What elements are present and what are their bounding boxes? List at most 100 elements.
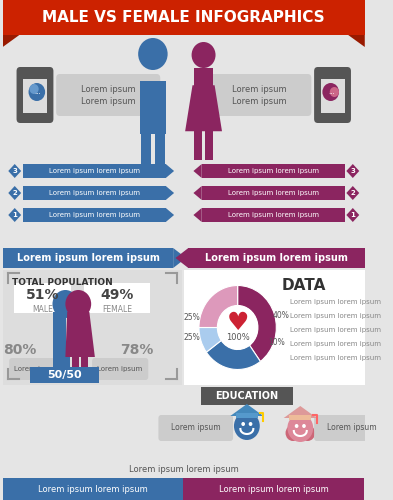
FancyBboxPatch shape (207, 74, 311, 116)
Text: 2: 2 (12, 190, 17, 196)
Bar (195, 68, 213, 88)
Circle shape (330, 87, 339, 97)
Bar (155, 132, 165, 165)
Circle shape (322, 83, 339, 101)
Text: Lorem ipsum lorem ipsum: Lorem ipsum lorem ipsum (290, 299, 381, 305)
Polygon shape (166, 186, 174, 200)
Text: Lorem ipsum lorem ipsum: Lorem ipsum lorem ipsum (228, 190, 319, 196)
Text: 3: 3 (351, 168, 355, 174)
Text: TOTAL POPULATION: TOTAL POPULATION (12, 278, 113, 287)
Text: Lorem ipsum: Lorem ipsum (327, 424, 376, 432)
Text: Lorem ipsum lorem ipsum: Lorem ipsum lorem ipsum (219, 484, 329, 494)
Text: 1: 1 (12, 212, 17, 218)
Bar (23, 186, 166, 200)
Text: Lorem ipsum lorem ipsum: Lorem ipsum lorem ipsum (228, 168, 319, 174)
Text: ...: ... (34, 89, 41, 95)
Text: 50/50: 50/50 (47, 370, 82, 380)
Bar (202, 208, 345, 222)
Text: Lorem ipsum lorem ipsum: Lorem ipsum lorem ipsum (290, 355, 381, 361)
Polygon shape (193, 208, 202, 222)
Text: Lorem ipsum: Lorem ipsum (232, 86, 286, 94)
Polygon shape (348, 35, 365, 47)
Text: Lorem ipsum lorem ipsum: Lorem ipsum lorem ipsum (228, 212, 319, 218)
Polygon shape (166, 208, 174, 222)
FancyBboxPatch shape (314, 67, 351, 123)
Wedge shape (206, 340, 261, 370)
Text: 78%: 78% (119, 343, 153, 357)
Text: 2: 2 (351, 190, 355, 196)
Polygon shape (346, 164, 359, 178)
Text: Lorem ipsum lorem ipsum: Lorem ipsum lorem ipsum (49, 168, 140, 174)
Polygon shape (193, 164, 202, 178)
Polygon shape (346, 208, 359, 222)
Circle shape (300, 425, 315, 441)
Circle shape (234, 412, 260, 440)
Text: Lorem ipsum: Lorem ipsum (81, 98, 136, 106)
Text: Lorem ipsum: Lorem ipsum (97, 366, 142, 372)
Polygon shape (8, 186, 21, 200)
Bar (183, 478, 364, 500)
Circle shape (295, 424, 298, 428)
Text: 49%: 49% (100, 288, 134, 302)
Polygon shape (8, 164, 21, 178)
Wedge shape (238, 286, 276, 362)
Circle shape (217, 306, 258, 350)
Text: FEMALE: FEMALE (102, 306, 132, 314)
Text: 100%: 100% (226, 333, 250, 342)
Text: Lorem ipsum lorem ipsum: Lorem ipsum lorem ipsum (49, 190, 140, 196)
Text: DATA: DATA (282, 278, 326, 293)
FancyBboxPatch shape (56, 74, 160, 116)
Text: 80%: 80% (3, 343, 36, 357)
Circle shape (53, 290, 78, 318)
Polygon shape (175, 248, 188, 268)
Circle shape (241, 422, 245, 426)
Bar (321, 79, 345, 113)
Bar (3, 385, 365, 478)
Text: Lorem ipsum lorem ipsum: Lorem ipsum lorem ipsum (205, 253, 348, 263)
Wedge shape (199, 286, 238, 328)
Bar (3, 270, 182, 385)
Polygon shape (3, 35, 19, 47)
Bar (202, 164, 345, 178)
Polygon shape (65, 312, 95, 357)
Polygon shape (173, 248, 186, 268)
Bar (53, 355, 64, 377)
Bar (23, 79, 47, 113)
Bar (202, 186, 345, 200)
Circle shape (29, 83, 45, 101)
Text: Lorem ipsum lorem ipsum: Lorem ipsum lorem ipsum (17, 253, 160, 263)
Polygon shape (166, 164, 174, 178)
Text: ♥: ♥ (226, 310, 249, 334)
Bar (195, 130, 202, 160)
Text: 25%: 25% (183, 313, 200, 322)
Bar (3, 0, 365, 35)
Circle shape (138, 38, 168, 70)
Circle shape (249, 422, 252, 426)
Text: Lorem ipsum lorem ipsum: Lorem ipsum lorem ipsum (38, 484, 148, 494)
FancyBboxPatch shape (92, 358, 148, 380)
Bar (23, 164, 166, 178)
Bar (140, 81, 166, 134)
Polygon shape (230, 404, 263, 416)
Text: 40%: 40% (272, 311, 289, 320)
Text: Lorem ipsum lorem ipsum: Lorem ipsum lorem ipsum (290, 327, 381, 333)
Text: 25%: 25% (183, 333, 200, 342)
Bar (184, 270, 365, 385)
Bar (84, 283, 150, 313)
Circle shape (191, 42, 215, 68)
Bar (72, 355, 79, 377)
FancyBboxPatch shape (9, 358, 65, 380)
Bar (201, 387, 293, 405)
FancyBboxPatch shape (158, 415, 233, 441)
Text: MALE: MALE (32, 306, 53, 314)
Polygon shape (284, 406, 317, 418)
Circle shape (286, 425, 300, 441)
Bar (236, 413, 258, 418)
Bar (206, 130, 213, 160)
Bar (53, 312, 66, 357)
Text: Lorem ipsum: Lorem ipsum (232, 98, 286, 106)
Text: 10%: 10% (268, 338, 285, 347)
FancyBboxPatch shape (17, 67, 53, 123)
Polygon shape (8, 208, 21, 222)
Wedge shape (199, 328, 221, 352)
